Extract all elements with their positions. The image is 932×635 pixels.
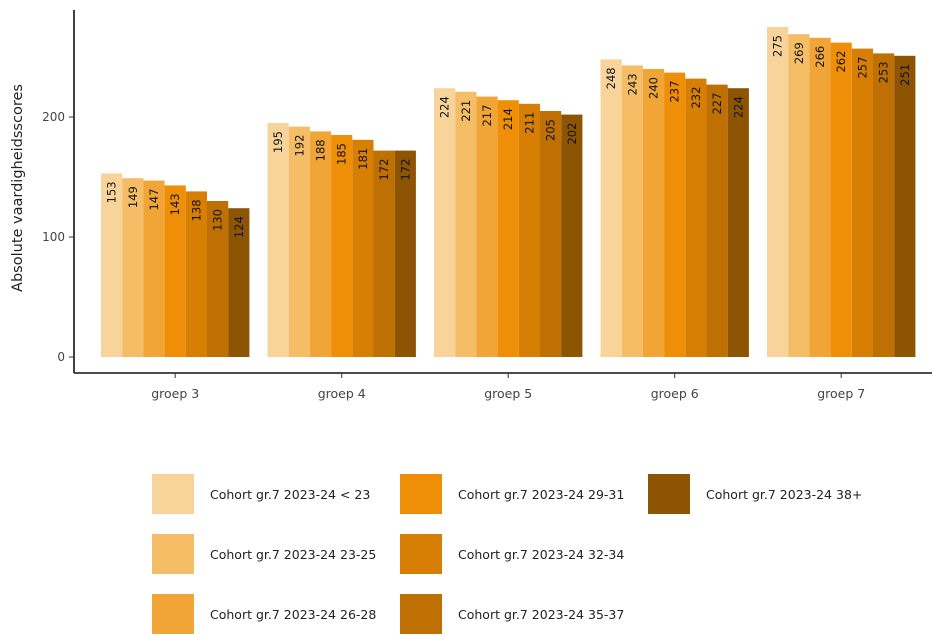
bar (164, 185, 186, 357)
bar (331, 135, 353, 357)
bar-value-label: 211 (522, 112, 536, 134)
bar (352, 139, 374, 357)
bar-value-label: 202 (565, 123, 579, 145)
bar-value-label: 138 (189, 199, 203, 221)
bar-value-label: 221 (459, 100, 473, 122)
bar-value-label: 153 (105, 181, 119, 203)
x-tick-label: groep 5 (484, 386, 532, 401)
bar (642, 69, 665, 357)
bar (455, 91, 477, 358)
bar (600, 59, 622, 358)
bar (476, 96, 498, 357)
bar (518, 103, 540, 357)
bar (621, 65, 643, 358)
x-tick-label: groep 4 (318, 386, 366, 401)
bar-value-label: 143 (168, 193, 182, 215)
bar (288, 126, 310, 357)
bar (143, 180, 165, 357)
y-tick-label: 200 (42, 110, 65, 124)
bar (309, 131, 332, 357)
bar (561, 114, 583, 357)
bar-value-label: 266 (813, 46, 827, 68)
bar-value-label: 237 (668, 81, 682, 103)
bar (685, 78, 707, 357)
bar (540, 111, 562, 357)
x-tick-label: groep 7 (817, 386, 865, 401)
bar-value-label: 275 (771, 35, 785, 57)
bar (873, 53, 895, 358)
bar-value-label: 130 (211, 209, 225, 231)
bar (664, 72, 686, 357)
bar (788, 34, 810, 357)
bar-value-label: 217 (480, 105, 494, 127)
bar (373, 150, 395, 357)
bar-value-label: 269 (792, 42, 806, 64)
bar (434, 88, 456, 357)
bar-value-label: 262 (834, 51, 848, 73)
bar-value-label: 205 (544, 119, 558, 141)
bar-value-label: 227 (710, 93, 724, 115)
bar (809, 37, 831, 358)
bar-value-label: 192 (292, 135, 306, 157)
bar-value-label: 147 (147, 189, 161, 211)
bar (894, 55, 916, 358)
bar (267, 123, 289, 357)
bar-value-label: 214 (501, 108, 515, 130)
bar-value-label: 172 (377, 159, 391, 181)
bar (851, 48, 873, 357)
bar-value-label: 232 (689, 87, 703, 109)
bar (228, 208, 250, 357)
y-tick-label: 0 (57, 350, 65, 364)
bar-value-label: 181 (356, 148, 370, 170)
y-axis-title: Absolute vaardigheidsscores (10, 84, 26, 292)
bar (185, 191, 207, 357)
bar-value-label: 224 (438, 96, 452, 118)
x-tick-label: groep 6 (651, 386, 699, 401)
bar (767, 27, 789, 357)
bar (727, 88, 749, 357)
bar-value-label: 248 (604, 67, 618, 89)
bar (207, 201, 229, 357)
bar-value-label: 124 (232, 216, 246, 238)
bar-value-label: 195 (271, 131, 285, 153)
bar-value-label: 224 (731, 96, 745, 118)
x-tick-label: groep 3 (151, 386, 199, 401)
bar-value-label: 185 (335, 143, 349, 165)
bar-value-label: 188 (314, 139, 328, 161)
bar (497, 100, 519, 357)
bar-value-label: 251 (898, 64, 912, 86)
bar (394, 150, 416, 357)
bar-value-label: 257 (855, 57, 869, 79)
bar-value-label: 243 (625, 73, 639, 95)
bar (101, 173, 123, 357)
y-tick-label: 100 (42, 230, 65, 244)
bar-value-label: 172 (398, 159, 412, 181)
bar-value-label: 240 (647, 77, 661, 99)
bar (122, 178, 144, 357)
bar (830, 42, 852, 357)
bar-value-label: 253 (877, 61, 891, 83)
bar (706, 84, 728, 357)
bar-value-label: 149 (126, 186, 140, 208)
